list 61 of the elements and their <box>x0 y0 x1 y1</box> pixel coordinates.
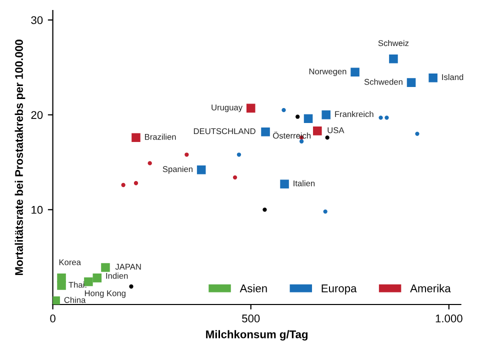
point <box>57 281 66 290</box>
x-tick-label: 1.000 <box>436 314 462 322</box>
point <box>384 116 389 120</box>
point <box>389 54 398 64</box>
y-tick-label: 30 <box>31 16 43 24</box>
x-axis-title: Milchkonsum g/Tag <box>206 330 308 341</box>
x-tick-label: 0 <box>50 314 56 322</box>
legend-label: Europa <box>322 284 357 294</box>
annotation: Schweden <box>364 78 402 85</box>
annotation: Thai. <box>68 282 86 288</box>
annotation: Island <box>442 74 464 80</box>
point <box>304 114 313 124</box>
point <box>261 128 270 136</box>
y-tick-label: 20 <box>31 111 43 119</box>
point <box>132 133 140 142</box>
annotation: Hong Kong <box>84 290 126 298</box>
point <box>52 296 60 304</box>
point <box>121 182 126 188</box>
point <box>184 152 189 157</box>
point <box>415 132 420 136</box>
point <box>280 180 289 188</box>
point <box>378 116 383 120</box>
annotation: Schweiz <box>378 40 409 46</box>
point <box>129 284 134 289</box>
y-axis-title: Mortalitätsrate bei Prostatakrebs per 100.000 <box>14 40 26 276</box>
annotation: China <box>64 296 86 303</box>
annotation: Frankreich <box>335 110 374 118</box>
annotation: Korea <box>59 259 81 266</box>
point <box>323 209 328 214</box>
annotation: USA <box>328 127 344 134</box>
point <box>262 208 267 212</box>
point <box>299 139 304 144</box>
annotation: DEUTSCHLAND <box>194 128 256 134</box>
point <box>282 108 286 112</box>
legend-label: Amerika <box>410 284 451 292</box>
point <box>196 165 206 174</box>
point <box>246 104 256 113</box>
point <box>134 181 138 186</box>
point <box>313 126 322 136</box>
annotation: Norwegen <box>309 68 346 76</box>
point <box>322 110 331 120</box>
annotation: Brazilien <box>145 134 176 140</box>
annotation: Italien <box>294 180 315 186</box>
point <box>428 73 438 82</box>
annotation: JAPAN <box>115 264 141 270</box>
point <box>325 136 330 140</box>
point <box>406 78 416 87</box>
annotation: Spanien <box>162 166 192 174</box>
legend-label: Asien <box>240 284 267 292</box>
annotation: Österreich <box>273 132 311 139</box>
point <box>236 152 242 157</box>
y-tick-label: 10 <box>32 206 43 214</box>
point <box>232 175 238 180</box>
annotation: Uruguay <box>212 104 243 112</box>
point <box>148 161 152 166</box>
point <box>92 274 102 282</box>
point <box>101 263 110 272</box>
point <box>350 68 360 77</box>
x-tick-label: 500 <box>242 314 260 322</box>
annotation: Indien <box>106 272 128 279</box>
point <box>296 114 300 119</box>
